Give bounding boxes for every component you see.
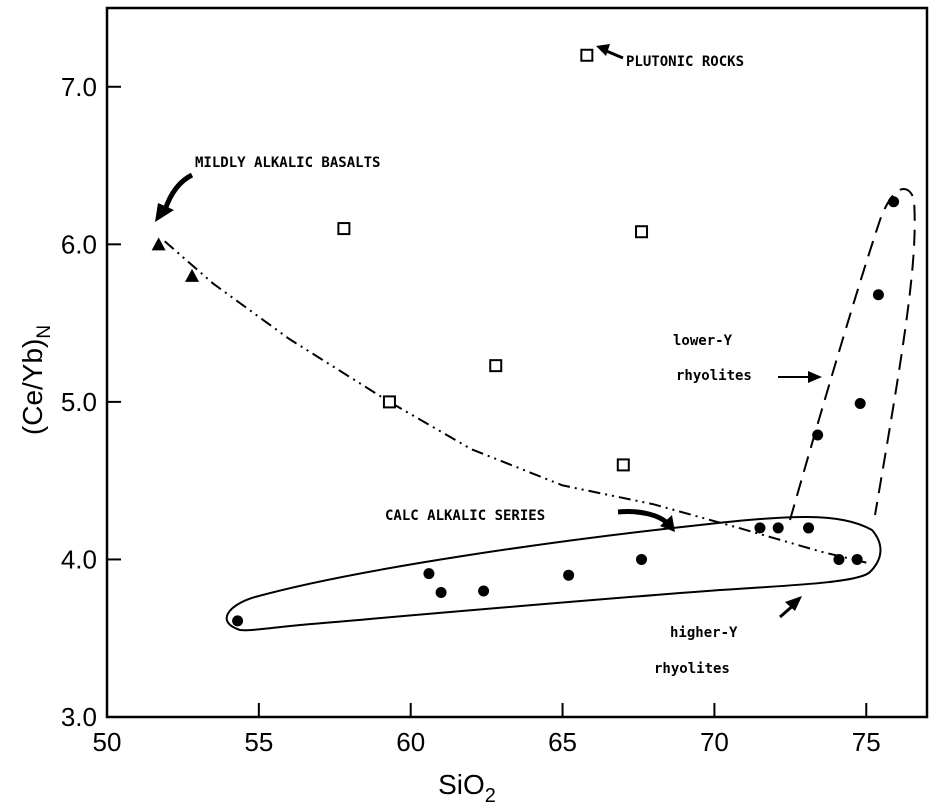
y-axis-title: (Ce/Yb)N (17, 325, 55, 435)
annotation-plutonic-rocks: PLUTONIC ROCKS (626, 54, 744, 70)
data-point-filled-circle (563, 569, 575, 581)
data-point-filled-circle (888, 196, 900, 208)
annotation-calc-alkalic-series: CALC ALKALIC SERIES (385, 508, 545, 524)
x-axis-title-base: SiO (438, 769, 485, 800)
data-point-filled-circle (803, 522, 815, 534)
arrow-to-basalts (155, 172, 194, 222)
data-point-open-square (616, 458, 630, 472)
x-tick-label: 50 (93, 727, 122, 757)
x-axis-title-subscript: 2 (485, 785, 496, 807)
y-tick-label: 3.0 (61, 702, 97, 732)
data-point-filled-circle (435, 587, 447, 599)
data-point-filled-circle (754, 522, 766, 534)
svg-text:(Ce/Yb)N: (Ce/Yb)N (17, 325, 55, 435)
arrow-calc-alkalic-series (617, 509, 675, 532)
calc-alkalic-trend-line (164, 240, 867, 564)
annotation-higher-y-rhyolites: rhyolites (654, 661, 730, 677)
data-point-filled-triangle (185, 268, 200, 282)
data-point-filled-circle (812, 429, 824, 441)
arrow-lower-y-rhyolites (778, 371, 822, 383)
x-tick-label: 60 (396, 727, 425, 757)
data-point-filled-circle (636, 553, 648, 565)
arrow-to-plutonic-rocks (596, 44, 624, 60)
higher-y-rhyolites-outline (225, 516, 882, 632)
x-tick-label: 70 (700, 727, 729, 757)
data-point-filled-circle (872, 289, 884, 301)
x-tick-label: 55 (244, 727, 273, 757)
data-point-filled-circle (833, 553, 845, 565)
y-axis-title-base: (Ce/Yb) (17, 339, 48, 435)
data-point-filled-circle (851, 553, 863, 565)
annotation-lower-y: lower-Y (673, 333, 733, 349)
y-tick-label: 7.0 (61, 72, 97, 102)
data-point-open-square (580, 48, 594, 62)
y-tick-label: 6.0 (61, 229, 97, 259)
data-point-filled-circle (423, 568, 435, 580)
data-point-filled-circle (478, 585, 490, 597)
data-point-filled-circle (772, 522, 784, 534)
data-point-filled-circle (232, 615, 244, 627)
data-point-open-square (337, 222, 351, 236)
x-axis-title: SiO2 (438, 769, 496, 807)
data-point-open-square (489, 359, 503, 373)
lower-y-rhyolites-outline (789, 188, 916, 521)
x-tick-label: 75 (852, 727, 881, 757)
svg-text:SiO2: SiO2 (438, 769, 496, 807)
plot-frame (105, 6, 929, 719)
data-point-filled-triangle (151, 237, 166, 251)
arrow-higher-y-rhyolites (779, 596, 802, 619)
data-point-filled-circle (854, 397, 866, 409)
x-tick-label: 65 (548, 727, 577, 757)
data-point-open-square (635, 225, 649, 239)
data-point-open-square (382, 395, 396, 409)
y-axis-title-subscript: N (34, 325, 55, 339)
annotation-lower-y-rhyolites: rhyolites (676, 368, 752, 384)
y-tick-label: 4.0 (61, 544, 97, 574)
y-tick-label: 5.0 (61, 387, 97, 417)
annotation-mildly-alkalic-basalts: MILDLY ALKALIC BASALTS (195, 155, 380, 171)
annotation-higher-y: higher-Y (670, 625, 738, 641)
